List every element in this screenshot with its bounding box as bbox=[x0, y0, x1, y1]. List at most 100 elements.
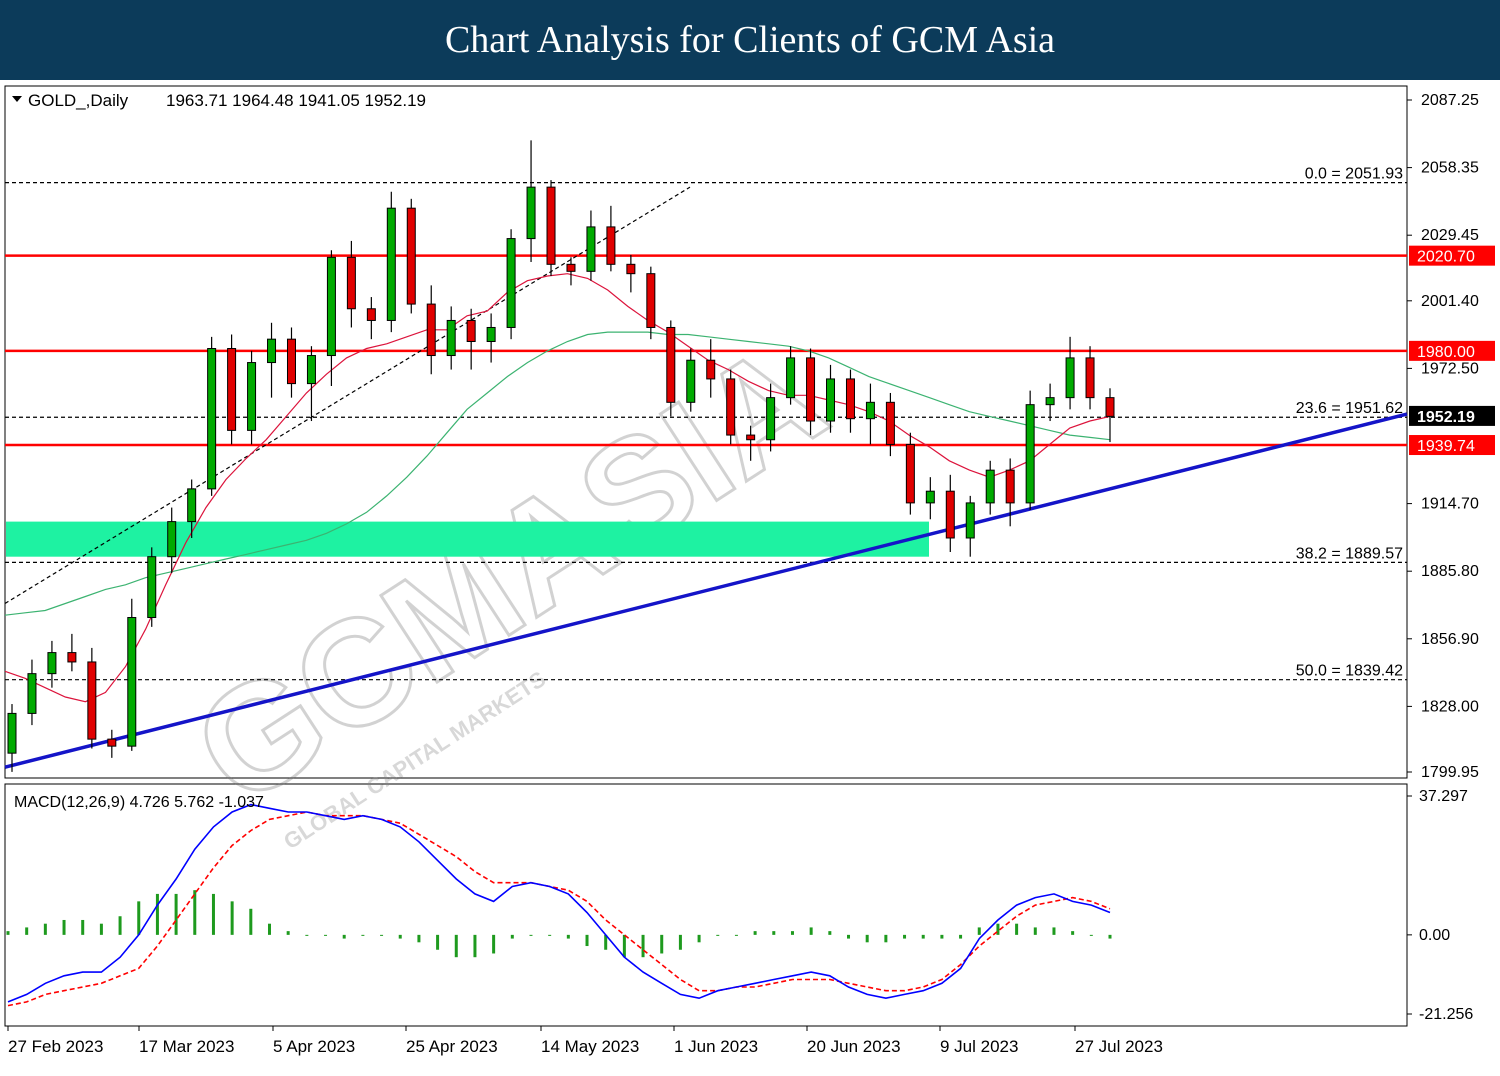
candle-30 bbox=[606, 205, 616, 272]
trend-lines bbox=[4, 186, 1408, 769]
macd-histogram-bar bbox=[921, 934, 925, 939]
candle-27 bbox=[546, 180, 556, 277]
candle-6 bbox=[127, 598, 137, 751]
macd-histogram-bar bbox=[324, 934, 328, 936]
candle-46 bbox=[925, 477, 935, 520]
macd-histogram-bar bbox=[174, 893, 178, 935]
macd-histogram-bar bbox=[604, 934, 608, 950]
candle-body-down bbox=[346, 256, 356, 310]
resistance-tag-label-2: 1939.74 bbox=[1417, 438, 1475, 455]
candle-22 bbox=[446, 306, 456, 370]
price-tick-label-5: 1914.70 bbox=[1421, 496, 1479, 513]
support-zone bbox=[6, 521, 929, 557]
last-price-label: 1952.19 bbox=[1417, 409, 1475, 426]
candle-48 bbox=[965, 495, 975, 557]
macd-histogram-bar bbox=[790, 931, 794, 935]
fib-label-0: 0.0 = 2051.93 bbox=[1305, 166, 1403, 183]
candle-body-up bbox=[526, 186, 536, 240]
candle-0 bbox=[7, 704, 17, 772]
candle-body-up bbox=[267, 338, 277, 364]
price-tick-label-1: 2058.35 bbox=[1421, 160, 1479, 177]
moving-averages bbox=[4, 273, 1111, 703]
candle-body-up bbox=[766, 397, 776, 441]
candle-body-down bbox=[87, 661, 97, 740]
macd-histogram-bar bbox=[678, 934, 682, 950]
price-tick-label-6: 1885.80 bbox=[1421, 563, 1479, 580]
candle-3 bbox=[67, 633, 77, 672]
last-price-tag bbox=[1409, 405, 1495, 426]
candle-25 bbox=[506, 229, 516, 340]
macd-histogram-bar bbox=[529, 934, 533, 936]
macd-histogram-bar bbox=[865, 934, 869, 943]
candle-50 bbox=[1005, 458, 1015, 527]
candle-body-down bbox=[566, 263, 576, 272]
candle-body-down bbox=[646, 273, 656, 328]
time-tick-label-5: 1 Jun 2023 bbox=[674, 1037, 758, 1056]
fibonacci-levels: 0.0 = 2051.93 23.6 = 1951.62 38.2 = 1889.5… bbox=[5, 166, 1407, 681]
macd-histogram-bar bbox=[510, 934, 514, 939]
candle-43 bbox=[865, 383, 875, 445]
candle-body-down bbox=[885, 401, 895, 445]
candle-40 bbox=[806, 348, 816, 436]
macd-histogram-bar bbox=[25, 927, 29, 935]
macd-panel-border bbox=[4, 783, 1408, 1027]
candle-32 bbox=[646, 266, 656, 340]
macd-histogram-bar bbox=[996, 923, 1000, 935]
candle-37 bbox=[746, 425, 756, 461]
candle-body-up bbox=[506, 238, 516, 328]
dashed-trend-line bbox=[4, 186, 691, 604]
macd-histogram-bar bbox=[62, 919, 66, 935]
macd-histogram-bar bbox=[118, 916, 122, 935]
candle-39 bbox=[786, 346, 796, 405]
candle-body-up bbox=[7, 712, 17, 754]
macd-panel bbox=[4, 783, 1408, 1027]
time-tick-label-0: 27 Feb 2023 bbox=[8, 1037, 103, 1056]
time-tick-label-1: 17 Mar 2023 bbox=[139, 1037, 234, 1056]
candle-12 bbox=[247, 350, 257, 445]
candle-42 bbox=[845, 369, 855, 433]
macd-histogram-bar bbox=[193, 890, 197, 935]
macd-tick-label-2: -21.256 bbox=[1419, 1006, 1473, 1023]
candle-16 bbox=[326, 250, 336, 386]
candle-body-up bbox=[127, 617, 137, 747]
candle-45 bbox=[905, 432, 915, 515]
macd-histogram-bar bbox=[716, 934, 720, 936]
resistance-tag-label-0: 2020.70 bbox=[1417, 249, 1475, 266]
macd-histogram-bar bbox=[1089, 934, 1093, 936]
candle-body-down bbox=[227, 348, 237, 431]
macd-plot bbox=[6, 803, 1112, 1007]
resistance-tag-1 bbox=[1409, 340, 1495, 361]
candle-body-down bbox=[286, 338, 296, 385]
price-tick-label-8: 1828.00 bbox=[1421, 698, 1479, 715]
price-tick-label-3: 2001.40 bbox=[1421, 293, 1479, 310]
time-tick-label-2: 5 Apr 2023 bbox=[273, 1037, 355, 1056]
candle-23 bbox=[466, 308, 476, 370]
macd-histogram-bar bbox=[492, 934, 496, 954]
macd-histogram-bar bbox=[753, 931, 757, 935]
macd-histogram-bar bbox=[903, 934, 907, 939]
macd-histogram-bar bbox=[155, 893, 159, 935]
candle-body-down bbox=[806, 357, 816, 422]
macd-histogram-bar bbox=[417, 934, 421, 943]
price-tick-label-0: 2087.25 bbox=[1421, 92, 1479, 109]
candle-body-down bbox=[945, 490, 955, 539]
candle-28 bbox=[566, 257, 576, 286]
macd-histogram-bar bbox=[734, 934, 738, 936]
candle-body-up bbox=[965, 502, 975, 539]
candle-body-down bbox=[746, 434, 756, 441]
macd-histogram-bar bbox=[641, 934, 645, 958]
macd-histogram-bar bbox=[697, 934, 701, 943]
macd-tick-label-1: 0.00 bbox=[1419, 927, 1450, 944]
price-tick-label-7: 1856.90 bbox=[1421, 631, 1479, 648]
macd-histogram-bar bbox=[1071, 931, 1075, 935]
candle-31 bbox=[626, 254, 636, 293]
candle-1 bbox=[27, 659, 37, 726]
macd-histogram-bar bbox=[828, 931, 832, 935]
macd-histogram-bar bbox=[1033, 927, 1037, 935]
candle-26 bbox=[526, 140, 536, 262]
candle-2 bbox=[47, 640, 57, 688]
macd-histogram-bar bbox=[211, 893, 215, 935]
support-zone-rect bbox=[6, 521, 929, 557]
time-tick-label-3: 25 Apr 2023 bbox=[406, 1037, 498, 1056]
dropdown-triangle-icon[interactable] bbox=[12, 96, 22, 102]
